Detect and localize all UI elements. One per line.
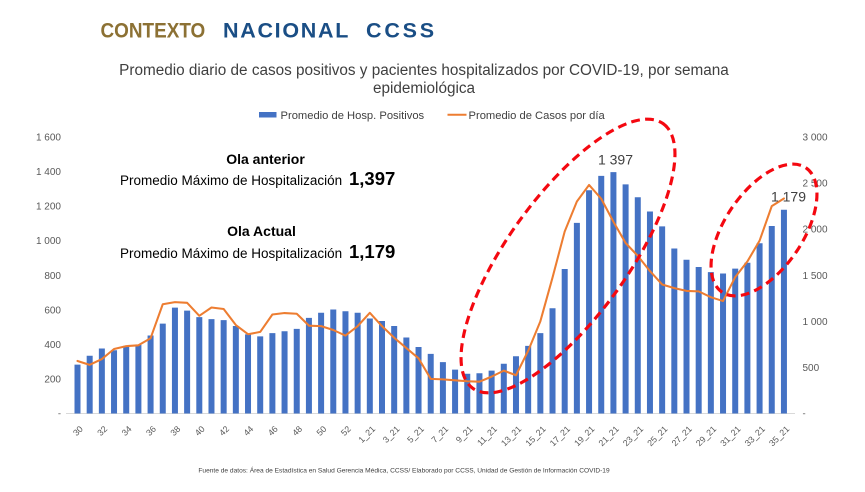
svg-text:CCSS: CCSS	[366, 19, 437, 43]
svg-text:200: 200	[44, 374, 61, 385]
svg-text:3 000: 3 000	[803, 133, 828, 144]
svg-text:Promedio Máximo de Hospitaliza: Promedio Máximo de Hospitalización 1,179	[120, 241, 395, 262]
svg-text:1 600: 1 600	[36, 133, 61, 144]
svg-text:1 400: 1 400	[36, 167, 61, 178]
svg-text:Promedio de Casos por día: Promedio de Casos por día	[469, 110, 606, 122]
svg-text:NACIONAL: NACIONAL	[223, 19, 350, 43]
svg-text:1 000: 1 000	[803, 317, 828, 328]
svg-text:-: -	[803, 409, 806, 420]
svg-text:400: 400	[44, 340, 61, 351]
svg-text:600: 600	[44, 305, 61, 316]
svg-text:Promedio de Hosp. Positivos: Promedio de Hosp. Positivos	[281, 110, 425, 122]
svg-text:1 000: 1 000	[36, 236, 61, 247]
svg-text:CONTEXTO: CONTEXTO	[101, 19, 206, 42]
svg-text:epidemiológica: epidemiológica	[373, 80, 476, 97]
svg-text:1 500: 1 500	[803, 271, 828, 282]
svg-text:Ola anterior: Ola anterior	[226, 151, 305, 167]
svg-text:Promedio diario de casos posit: Promedio diario de casos positivos y pac…	[119, 62, 729, 79]
svg-text:Fuente de datos: Área de Estad: Fuente de datos: Área de Estadística en …	[198, 466, 610, 475]
svg-text:-: -	[58, 409, 61, 420]
svg-text:800: 800	[44, 271, 61, 282]
svg-text:1 397: 1 397	[598, 152, 633, 168]
svg-text:1 179: 1 179	[771, 189, 806, 205]
svg-text:1 200: 1 200	[36, 202, 61, 213]
svg-text:Promedio Máximo de Hospitaliza: Promedio Máximo de Hospitalización 1,397	[120, 168, 395, 189]
svg-text:Ola Actual: Ola Actual	[227, 223, 296, 239]
svg-text:2 000: 2 000	[803, 225, 828, 236]
svg-text:500: 500	[803, 363, 820, 374]
